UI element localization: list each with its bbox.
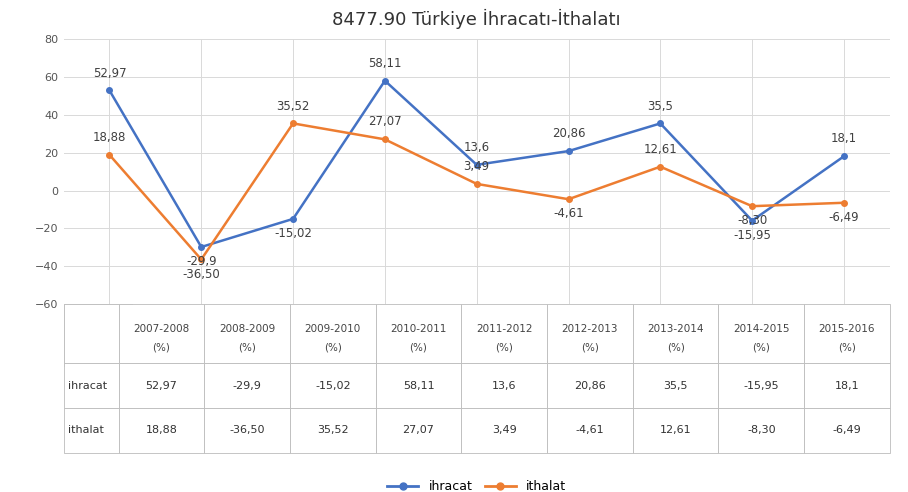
Bar: [718, 364, 804, 408]
Text: -29,9: -29,9: [232, 381, 262, 391]
Bar: [64, 364, 119, 408]
Text: (%): (%): [753, 342, 770, 352]
Bar: [204, 304, 290, 364]
Text: 18,1: 18,1: [831, 132, 857, 146]
Text: 2015-2016: 2015-2016: [819, 324, 875, 334]
Text: (%): (%): [238, 342, 256, 352]
Text: -15,02: -15,02: [274, 227, 312, 240]
Bar: [290, 364, 376, 408]
Text: (%): (%): [153, 342, 171, 352]
Text: -15,95: -15,95: [733, 229, 771, 242]
Text: -8,30: -8,30: [747, 425, 775, 435]
Text: 2008-2009: 2008-2009: [219, 324, 275, 334]
Text: -6,49: -6,49: [829, 211, 859, 224]
Bar: [119, 364, 204, 408]
Text: -36,50: -36,50: [230, 425, 265, 435]
Bar: [376, 364, 461, 408]
Bar: [804, 408, 890, 453]
Text: -29,9: -29,9: [186, 255, 217, 268]
Text: -8,30: -8,30: [737, 214, 767, 227]
Text: 2014-2015: 2014-2015: [733, 324, 790, 334]
Bar: [64, 304, 133, 367]
Text: 2013-2014: 2013-2014: [647, 324, 704, 334]
Text: 2007-2008: 2007-2008: [133, 324, 190, 334]
Bar: [461, 304, 548, 364]
Bar: [633, 364, 718, 408]
Bar: [64, 408, 119, 453]
Text: (%): (%): [324, 342, 341, 352]
Bar: [119, 304, 204, 364]
Text: 58,11: 58,11: [403, 381, 434, 391]
Text: 12,61: 12,61: [644, 143, 677, 156]
Text: 35,52: 35,52: [317, 425, 349, 435]
Bar: [718, 304, 804, 364]
Bar: [376, 304, 461, 364]
Text: 2011-2012: 2011-2012: [476, 324, 532, 334]
Bar: [804, 304, 890, 364]
Text: 27,07: 27,07: [402, 425, 435, 435]
Text: -15,95: -15,95: [744, 381, 779, 391]
Bar: [204, 364, 290, 408]
Text: 52,97: 52,97: [93, 66, 126, 80]
Text: -6,49: -6,49: [833, 425, 862, 435]
Text: 2010-2011: 2010-2011: [390, 324, 447, 334]
Text: (%): (%): [495, 342, 513, 352]
Bar: [376, 408, 461, 453]
Text: ihracat: ihracat: [68, 381, 107, 391]
Bar: [290, 304, 376, 364]
Text: 3,49: 3,49: [492, 425, 517, 435]
Text: 18,88: 18,88: [145, 425, 177, 435]
Bar: [718, 408, 804, 453]
Bar: [204, 408, 290, 453]
Text: (%): (%): [838, 342, 856, 352]
Text: 2012-2013: 2012-2013: [562, 324, 618, 334]
Text: 13,6: 13,6: [464, 141, 489, 154]
Bar: [633, 304, 718, 364]
Text: (%): (%): [410, 342, 428, 352]
Text: (%): (%): [666, 342, 685, 352]
Text: 35,5: 35,5: [664, 381, 688, 391]
Text: 35,5: 35,5: [647, 99, 673, 113]
Text: ithalat: ithalat: [68, 425, 104, 435]
Text: 20,86: 20,86: [552, 127, 586, 140]
Bar: [633, 408, 718, 453]
Bar: [548, 408, 633, 453]
Bar: [290, 408, 376, 453]
Text: -15,02: -15,02: [315, 381, 350, 391]
Bar: [119, 408, 204, 453]
Text: 18,1: 18,1: [834, 381, 859, 391]
Bar: [804, 364, 890, 408]
Title: 8477.90 Türkiye İhracatı-İthalatı: 8477.90 Türkiye İhracatı-İthalatı: [332, 9, 621, 30]
Bar: [548, 364, 633, 408]
Text: 52,97: 52,97: [145, 381, 177, 391]
Bar: [64, 304, 119, 364]
Text: 35,52: 35,52: [276, 99, 310, 113]
Text: -4,61: -4,61: [553, 207, 584, 220]
Text: 3,49: 3,49: [464, 160, 489, 173]
Text: 2009-2010: 2009-2010: [305, 324, 361, 334]
Legend: ihracat, ithalat: ihracat, ithalat: [382, 475, 571, 492]
Text: 12,61: 12,61: [660, 425, 691, 435]
Text: 18,88: 18,88: [93, 131, 126, 144]
Text: 58,11: 58,11: [368, 57, 401, 70]
Bar: [461, 408, 548, 453]
Text: 27,07: 27,07: [368, 116, 401, 128]
Text: (%): (%): [581, 342, 599, 352]
Text: 13,6: 13,6: [492, 381, 517, 391]
Bar: [461, 364, 548, 408]
Text: -4,61: -4,61: [576, 425, 604, 435]
Text: -36,50: -36,50: [183, 268, 220, 280]
Bar: [548, 304, 633, 364]
Text: 20,86: 20,86: [574, 381, 606, 391]
